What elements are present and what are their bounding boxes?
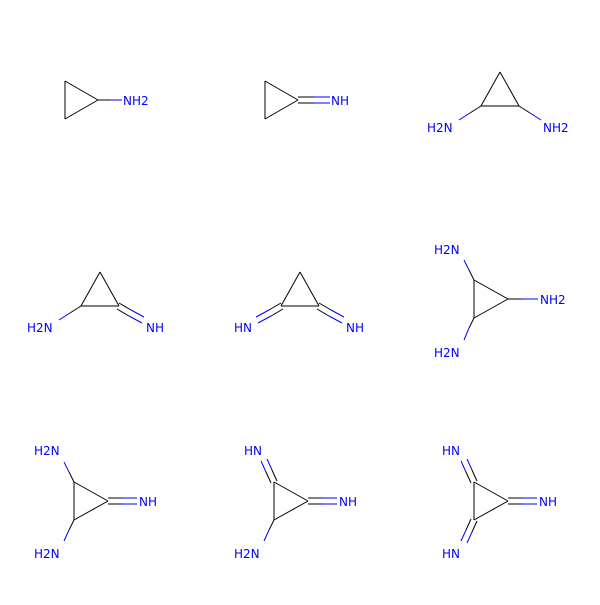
atom-label: H2N (234, 547, 260, 561)
molecule-7: H2N NH H2N (34, 444, 157, 561)
c-n-double-bond (118, 302, 132, 311)
ring-bond (473, 500, 509, 521)
ring-bond (299, 271, 320, 307)
atom-label: HN (442, 547, 460, 561)
c-n-double-bond (268, 302, 282, 311)
c-n-double-bond (265, 471, 272, 484)
molecule-3: H2N NH2 (427, 71, 569, 135)
atom-label: H2N (34, 547, 60, 561)
c-n-bond (469, 105, 482, 114)
c-n-double-bond (130, 309, 145, 318)
ring-bond (273, 500, 309, 521)
c-n-bond (63, 461, 70, 473)
ring-bond (273, 481, 309, 502)
atom-label: NH (139, 495, 157, 509)
c-n-bond (518, 105, 531, 114)
c-n-double-bond (128, 315, 143, 324)
ring-bond (499, 71, 520, 107)
ring-bond (473, 279, 509, 300)
c-n-double-bond (460, 460, 467, 473)
c-n-double-bond (328, 315, 343, 324)
molecule-2: NH (264, 80, 349, 120)
atom-label: NH (346, 321, 364, 335)
atom-label: HN (442, 444, 460, 458)
molecule-1: NH2 (64, 80, 149, 120)
c-n-double-bond (466, 458, 473, 471)
ring-bond (64, 99, 99, 120)
c-n-double-bond (471, 520, 478, 533)
atom-label: H2N (434, 243, 460, 257)
c-n-double-bond (257, 315, 272, 324)
c-n-bond (463, 259, 470, 271)
atom-label: H2N (427, 121, 453, 135)
c-n-double-bond (255, 309, 270, 318)
c-n-double-bond (318, 302, 332, 311)
c-n-bond (58, 312, 71, 321)
ring-bond (99, 271, 120, 307)
c-n-bond (268, 519, 275, 531)
c-n-bond (458, 112, 471, 121)
atom-label: H2N (34, 444, 60, 458)
atom-label: NH (339, 495, 357, 509)
atom-label: NH2 (123, 94, 149, 108)
ring-bond (280, 271, 301, 307)
c-n-double-bond (266, 458, 273, 471)
c-n-bond (63, 529, 70, 542)
ring-bond (480, 71, 501, 107)
ring-bond (64, 80, 99, 101)
c-n-bond (529, 112, 542, 121)
c-n-bond (68, 519, 75, 531)
ring-bond (264, 99, 299, 120)
c-n-bond (468, 269, 475, 281)
c-n-bond (69, 305, 82, 314)
atom-label: NH (539, 495, 557, 509)
c-n-double-bond (465, 471, 472, 484)
atom-label: NH (146, 321, 164, 335)
c-n-double-bond (116, 308, 130, 317)
c-n-double-bond (466, 531, 473, 544)
c-n-bond (68, 471, 75, 483)
ring-bond (80, 271, 101, 307)
c-n-bond (468, 317, 475, 329)
ring-bond (473, 481, 509, 502)
molecule-6: H2N NH2 H2N (434, 243, 566, 360)
ring-bond (264, 80, 299, 101)
ring-bond (73, 500, 109, 521)
c-n-bond (463, 327, 470, 341)
molecule-5: HN NH (234, 271, 364, 335)
atom-label: NH2 (543, 121, 569, 135)
atom-label: HN (244, 444, 262, 458)
molecule-8: HN NH H2N (234, 444, 357, 561)
atom-label: NH2 (540, 293, 566, 307)
atom-label: H2N (27, 321, 53, 335)
c-n-double-bond (270, 308, 284, 317)
c-n-double-bond (260, 460, 267, 473)
c-n-double-bond (465, 518, 472, 531)
atom-label: H2N (434, 346, 460, 360)
atom-label: HN (234, 321, 252, 335)
c-n-double-bond (330, 309, 345, 318)
c-n-double-bond (271, 469, 278, 482)
ring-bond (73, 481, 109, 502)
molecule-9: HN NH HN (442, 444, 557, 561)
c-n-double-bond (316, 308, 330, 317)
c-n-double-bond (471, 469, 478, 482)
c-n-double-bond (460, 529, 467, 542)
atom-label: NH (331, 94, 349, 108)
ring-bond (473, 298, 509, 319)
c-n-bond (263, 529, 270, 542)
molecule-4: H2N NH (27, 271, 164, 335)
